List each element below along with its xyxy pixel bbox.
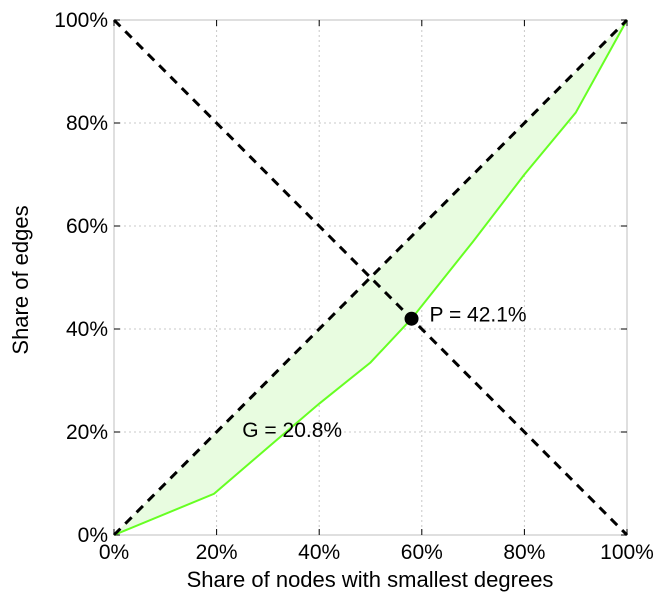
x-tick-label: 80% bbox=[503, 541, 545, 564]
y-tick-label: 40% bbox=[66, 318, 108, 341]
gap-area bbox=[114, 20, 627, 535]
annotation-label: G = 20.8% bbox=[242, 419, 342, 442]
intersection-marker bbox=[404, 311, 419, 326]
y-tick-label: 20% bbox=[66, 421, 108, 444]
y-tick-labels: 0% 20% 40% 60% 80% 100% bbox=[54, 9, 108, 547]
x-tick-label: 100% bbox=[600, 541, 654, 564]
y-tick-label: 100% bbox=[54, 9, 108, 32]
x-tick-labels: 0% 20% 40% 60% 80% 100% bbox=[99, 541, 654, 564]
plot-frame bbox=[113, 19, 628, 536]
annotations: P = 42.1% G = 20.8% bbox=[242, 303, 526, 442]
x-tick-label: 20% bbox=[196, 541, 238, 564]
y-tick-label: 0% bbox=[78, 524, 108, 547]
annotation-label: P = 42.1% bbox=[429, 303, 526, 326]
lorenz-curve-line bbox=[113, 19, 628, 536]
y-axis-label: Share of edges bbox=[8, 205, 33, 354]
y-tick-label: 60% bbox=[66, 215, 108, 238]
y-tick-label: 80% bbox=[66, 112, 108, 135]
x-tick-label: 60% bbox=[401, 541, 443, 564]
series-group bbox=[112, 18, 629, 537]
x-tick-label: 40% bbox=[298, 541, 340, 564]
x-axis-label: Share of nodes with smallest degrees bbox=[187, 567, 554, 592]
x-tick-label: 0% bbox=[99, 541, 129, 564]
